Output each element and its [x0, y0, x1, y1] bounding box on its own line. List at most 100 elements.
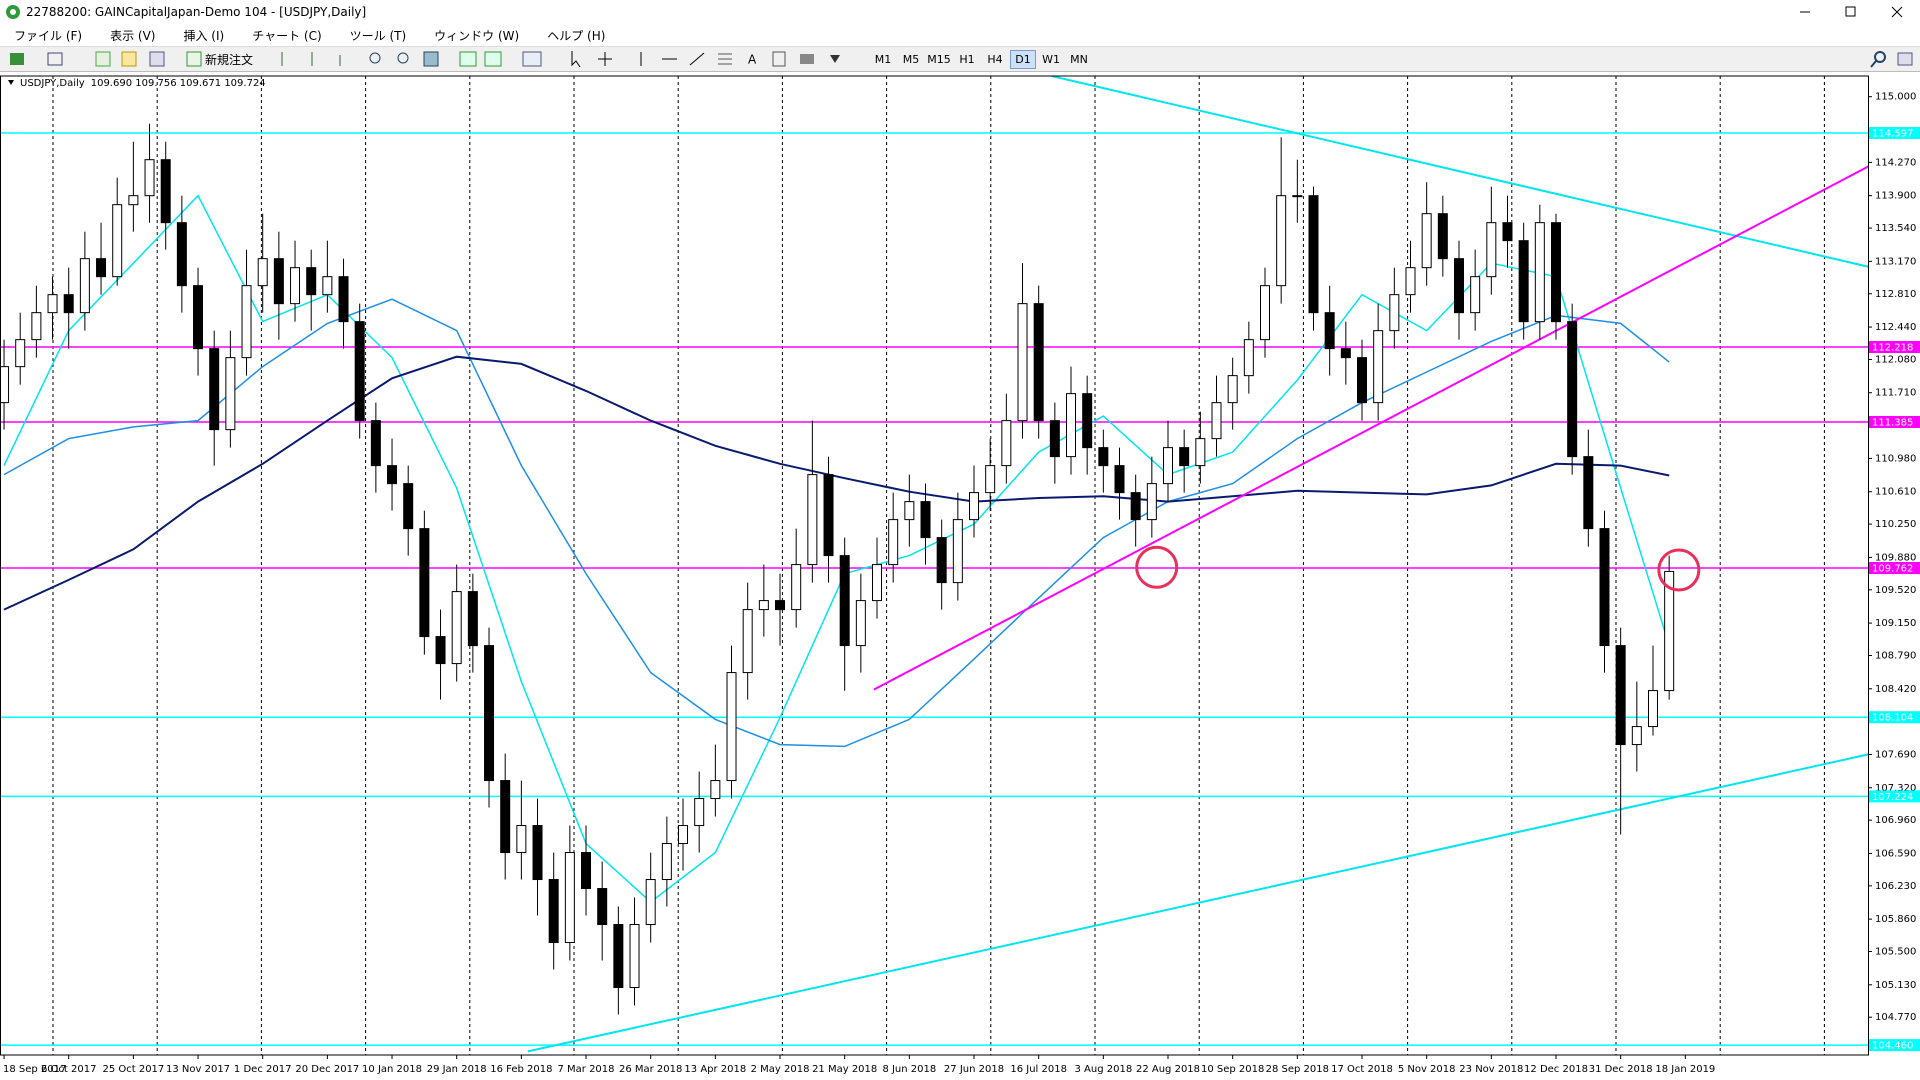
y-tick-label: 104.770 — [1875, 1012, 1916, 1023]
candle-body — [1502, 222, 1513, 242]
timeframe-button[interactable]: H4 — [987, 53, 1003, 66]
x-tick-label: 13 Apr 2018 — [684, 1064, 746, 1075]
candle-body — [419, 528, 430, 638]
candle-body — [532, 825, 543, 881]
menu-item[interactable]: 挿入 (I) — [183, 28, 225, 43]
y-tick-label: 109.520 — [1875, 585, 1916, 596]
toolbar: A 新規注文 M1 M5 M15 H1 H4 D1 W1 MN — [0, 46, 1920, 72]
candle-body — [257, 258, 268, 287]
x-tick-label: 20 Dec 2017 — [295, 1064, 359, 1075]
y-tick-label: 105.130 — [1875, 980, 1916, 991]
candle-body — [1243, 339, 1254, 377]
y-tick-label: 105.860 — [1875, 914, 1916, 925]
candle-body — [1453, 258, 1464, 314]
candle-body — [1146, 483, 1157, 521]
trend-line — [527, 753, 1868, 1053]
toolbar-search[interactable] — [1860, 47, 1920, 71]
level-label: 114.597 — [1872, 128, 1913, 139]
candle-body — [839, 555, 850, 647]
candle-body — [1179, 447, 1190, 467]
level-label-bg — [1869, 790, 1920, 803]
candle-body — [872, 564, 883, 602]
menu-item[interactable]: ヘルプ (H) — [547, 28, 606, 43]
candle-body — [338, 276, 349, 323]
candle-body — [1647, 690, 1658, 728]
candle-body — [678, 825, 689, 845]
candle-body — [1292, 195, 1303, 198]
timeframe-button[interactable]: W1 — [1042, 53, 1060, 66]
menu-item[interactable]: ウィンドウ (W) — [434, 28, 520, 43]
candle-body — [306, 267, 317, 296]
y-tick-label: 109.880 — [1875, 552, 1916, 563]
candle-body — [451, 591, 462, 665]
candle-body — [1518, 240, 1529, 323]
candle-body — [225, 357, 236, 431]
level-label: 109.762 — [1872, 564, 1913, 575]
candle-body — [564, 852, 575, 944]
candle-body — [241, 285, 252, 359]
x-tick-label: 12 Dec 2018 — [1524, 1064, 1588, 1075]
candle-body — [370, 420, 381, 467]
header-arrow — [8, 80, 14, 85]
menu-bar: ファイル (F) 表示 (V) 挿入 (I) チャート (C) ツール (T) ウィンドウ… — [0, 24, 1920, 46]
candle-body — [96, 258, 107, 278]
y-tick-label: 109.150 — [1875, 618, 1916, 629]
candle-body — [807, 474, 818, 566]
candle-body — [500, 780, 511, 854]
candle-body — [742, 609, 753, 674]
symbol-title: USDJPY,Daily — [20, 78, 85, 89]
timeframe-button[interactable]: M5 — [902, 53, 920, 66]
x-tick-label: 29 Jan 2018 — [427, 1064, 487, 1075]
candle-body — [1356, 357, 1367, 404]
candle-body — [613, 924, 624, 989]
candle-body — [160, 159, 171, 224]
moving-average — [3, 355, 1670, 611]
candle-body — [985, 465, 996, 494]
app-icon — [6, 5, 20, 19]
candle-body — [1260, 285, 1271, 341]
x-tick-label: 28 Sep 2018 — [1266, 1064, 1329, 1075]
x-tick-label: 31 Dec 2018 — [1589, 1064, 1653, 1075]
window-controls[interactable] — [1780, 0, 1920, 24]
y-tick-label: 112.080 — [1875, 354, 1916, 365]
timeframe-button[interactable]: M15 — [927, 53, 951, 66]
candle-body — [1470, 276, 1481, 314]
menu-item[interactable]: ファイル (F) — [14, 28, 83, 43]
candle-body — [548, 879, 559, 944]
trend-line — [1051, 76, 1868, 268]
candle-body — [758, 600, 769, 611]
candle-body — [1389, 294, 1400, 332]
candle-body — [128, 195, 139, 206]
candle-body — [516, 825, 527, 854]
x-tick-label: 10 Sep 2018 — [1201, 1064, 1264, 1075]
candle-body — [403, 483, 414, 530]
y-tick-label: 112.440 — [1875, 322, 1916, 333]
y-tick-label: 115.000 — [1875, 92, 1916, 103]
moving-average — [3, 298, 1670, 748]
timeframe-button[interactable]: MN — [1070, 53, 1088, 66]
svg-text:A: A — [748, 53, 757, 67]
axes: 115.000 114.270 113.900 113.540 113.170 112.8… — [0, 75, 1920, 1075]
level-label: 112.218 — [1872, 343, 1913, 354]
new-order-button[interactable]: 新規注文 — [205, 53, 254, 67]
candle-body — [661, 843, 672, 881]
chart: 115.000 114.270 113.900 113.540 113.170 112.8… — [0, 72, 1920, 1080]
toolbar-icons[interactable]: A — [0, 47, 870, 71]
candle-body — [1033, 303, 1044, 422]
x-tick-label: 27 Jun 2018 — [944, 1064, 1004, 1075]
x-tick-label: 3 Aug 2018 — [1074, 1064, 1132, 1075]
y-tick-label: 106.230 — [1875, 881, 1916, 892]
menu-item[interactable]: チャート (C) — [252, 28, 322, 43]
menu-item[interactable]: 表示 (V) — [110, 28, 156, 43]
menu-item[interactable]: ツール (T) — [349, 28, 407, 43]
candle-body — [31, 312, 42, 341]
candle-body — [1664, 570, 1675, 692]
y-tick-label: 110.980 — [1875, 453, 1916, 464]
timeframe-button[interactable]: H1 — [959, 53, 975, 66]
candle-body — [1405, 267, 1416, 296]
candle-body — [1195, 438, 1206, 467]
timeframe-button[interactable]: M1 — [874, 53, 892, 66]
candle-body — [176, 222, 187, 287]
timeframe-button[interactable]: D1 — [1010, 50, 1036, 69]
